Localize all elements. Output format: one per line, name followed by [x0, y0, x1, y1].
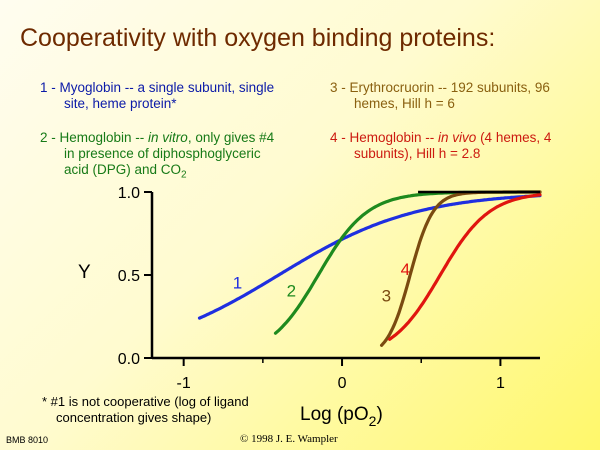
x-axis-label: Log (pO2) — [300, 404, 383, 429]
note-hemoglobin-in-vitro-line3: acid (DPG) and CO2 — [64, 162, 187, 181]
chart-curves — [197, 190, 542, 347]
note-erythrocruorin: 3 - Erythrocruorin -- 192 subunits, 96 h… — [330, 80, 590, 112]
footnote-line2: concentration gives shape) — [56, 410, 212, 425]
series-label-3: 3 — [382, 287, 391, 306]
series-curve-1 — [197, 194, 542, 320]
x-tick-label: 1 — [496, 375, 505, 392]
series-curve-4 — [388, 193, 542, 341]
chart-axes — [144, 191, 540, 366]
y-axis-label: Y — [78, 262, 91, 283]
note-myoglobin: 1 - Myoglobin -- a single subunit, singl… — [40, 80, 320, 112]
x-tick-label: -1 — [177, 375, 191, 392]
footnote: * #1 is not cooperative (log of ligand c… — [42, 394, 282, 426]
course-code: BMB 8010 — [6, 435, 49, 445]
note-myoglobin-line2: site, heme protein* — [64, 96, 177, 111]
series-label-1: 1 — [233, 273, 242, 292]
note-hemoglobin-in-vivo-line1: 4 - Hemoglobin -- in vivo (4 hemes, 4 — [330, 130, 552, 145]
note-hemoglobin-in-vivo: 4 - Hemoglobin -- in vivo (4 hemes, 4 su… — [330, 130, 590, 162]
note-hemoglobin-in-vitro-line1: 2 - Hemoglobin -- in vitro, only gives #… — [40, 130, 275, 145]
page-title: Cooperativity with oxygen binding protei… — [20, 24, 496, 52]
series-label-4: 4 — [401, 260, 410, 279]
y-tick-label: 1.0 — [118, 185, 140, 202]
y-tick-label: 0.0 — [118, 351, 140, 368]
footnote-line1: * #1 is not cooperative (log of ligand — [42, 394, 249, 409]
note-erythrocruorin-line1: 3 - Erythrocruorin -- 192 subunits, 96 — [330, 80, 550, 95]
x-tick-label: 0 — [338, 375, 347, 392]
series-label-2: 2 — [287, 282, 296, 301]
y-tick-label: 0.5 — [118, 268, 140, 285]
copyright: © 1998 J. E. Wampler — [240, 433, 338, 445]
chart-labels: 0.0 0.5 1.0 -1 0 1 Y Log (pO2) 1 2 34 — [78, 185, 505, 429]
note-hemoglobin-in-vitro: 2 - Hemoglobin -- in vitro, only gives #… — [40, 130, 330, 184]
note-hemoglobin-in-vitro-line2: in presence of diphosphoglyceric — [64, 146, 261, 161]
note-myoglobin-line1: 1 - Myoglobin -- a single subunit, singl… — [40, 80, 275, 95]
note-hemoglobin-in-vivo-line2: subunits), Hill h = 2.8 — [354, 146, 481, 161]
note-erythrocruorin-line2: hemes, Hill h = 6 — [354, 96, 455, 111]
